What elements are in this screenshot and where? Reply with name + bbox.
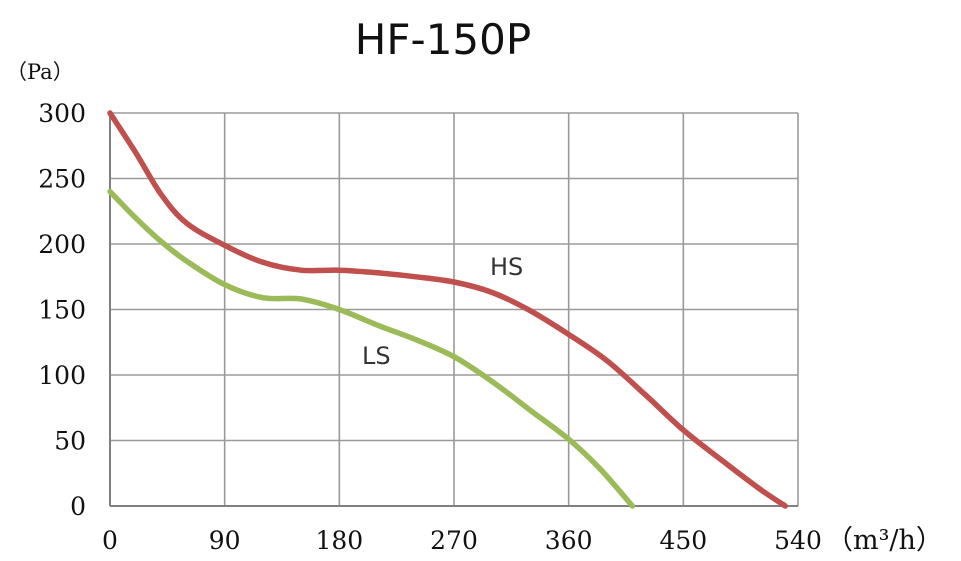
y-tick-label-250: 250 xyxy=(38,165,86,194)
series-label-ls: LS xyxy=(362,342,391,370)
x-tick-label-180: 180 xyxy=(315,526,363,555)
x-tick-label-450: 450 xyxy=(659,526,707,555)
x-tick-label-0: 0 xyxy=(102,526,118,555)
series-label-hs: HS xyxy=(490,253,523,281)
y-tick-label-150: 150 xyxy=(38,296,86,325)
chart-title: HF-150P xyxy=(355,15,531,64)
x-axis-unit-label: （m³/h） xyxy=(826,525,943,556)
y-tick-label-0: 0 xyxy=(70,492,86,521)
x-tick-label-90: 90 xyxy=(209,526,241,555)
x-tick-label-540: 540 xyxy=(774,526,822,555)
x-tick-label-360: 360 xyxy=(545,526,593,555)
y-tick-label-200: 200 xyxy=(38,230,86,259)
axes xyxy=(109,113,798,507)
series-line-ls xyxy=(107,188,636,509)
grid-lines xyxy=(109,112,799,507)
y-tick-label-300: 300 xyxy=(38,99,86,128)
y-tick-label-100: 100 xyxy=(38,361,86,390)
y-tick-labels: 0 50 100 150 200 250 300 xyxy=(38,99,86,521)
x-tick-labels: 0 90 180 270 360 450 540 xyxy=(102,526,822,555)
y-tick-label-50: 50 xyxy=(54,427,86,456)
x-tick-label-270: 270 xyxy=(430,526,478,555)
series-line-hs xyxy=(107,110,789,509)
series-lines xyxy=(107,110,789,509)
y-axis-unit-label: （Pa） xyxy=(6,60,74,84)
